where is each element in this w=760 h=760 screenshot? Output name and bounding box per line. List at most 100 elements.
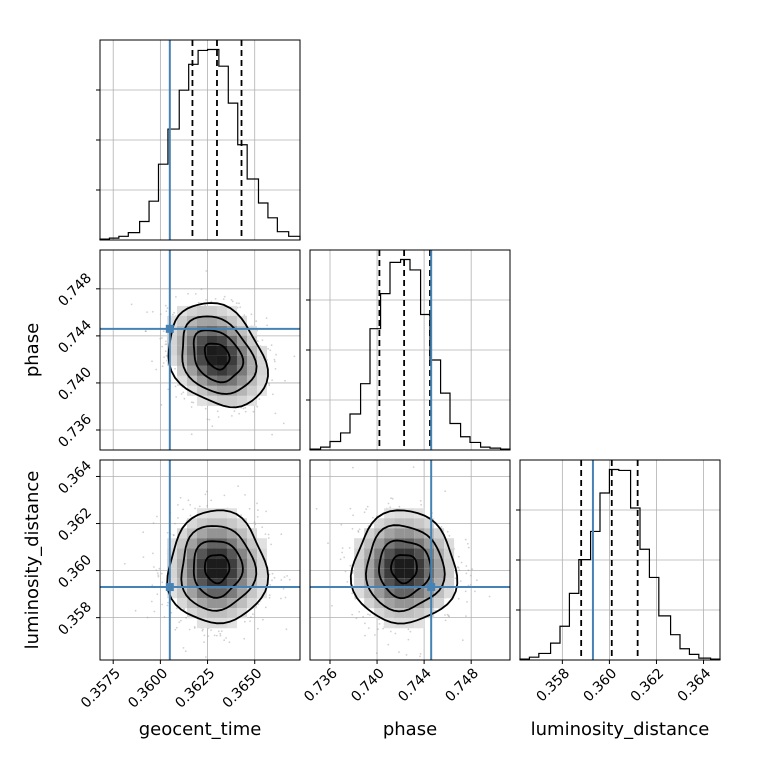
density-cell	[176, 325, 187, 336]
sample-point	[280, 597, 282, 600]
sample-point	[187, 499, 190, 502]
sample-point	[364, 634, 366, 637]
density-cell	[216, 395, 227, 406]
sample-point	[264, 533, 267, 535]
density-cell	[166, 588, 177, 599]
sample-point	[204, 304, 207, 307]
sample-point	[249, 620, 252, 622]
sample-point	[175, 626, 178, 629]
sample-point	[274, 412, 277, 415]
density-cell	[226, 558, 237, 569]
sample-point	[156, 515, 158, 518]
density-cell	[216, 558, 227, 569]
density-cell	[434, 578, 445, 589]
density-cell	[206, 608, 217, 619]
density-cell	[364, 538, 375, 549]
sample-point	[444, 619, 447, 622]
density-cell	[444, 578, 455, 589]
sample-point	[280, 533, 283, 536]
x-axis-label-0: geocent_time	[139, 719, 262, 740]
sample-point	[474, 590, 476, 593]
density-cell	[246, 335, 257, 346]
density-cell	[236, 608, 247, 619]
sample-point	[190, 401, 193, 404]
density-cell	[414, 618, 425, 629]
sample-point	[394, 632, 397, 635]
sample-point	[161, 603, 164, 606]
sample-point	[182, 647, 185, 649]
pair-2-1-contour-0	[390, 554, 418, 585]
sample-point	[185, 616, 188, 619]
density-cell	[246, 355, 257, 366]
sample-point	[194, 293, 197, 295]
sample-point	[262, 618, 264, 621]
density-cell	[196, 385, 207, 396]
y-axis-label-1: phase	[22, 323, 43, 377]
sample-point	[228, 641, 231, 644]
sample-point	[193, 627, 196, 629]
sample-point	[210, 300, 213, 303]
sample-point	[150, 600, 153, 603]
sample-point	[469, 584, 472, 586]
sample-point	[166, 604, 169, 607]
sample-point	[407, 628, 410, 631]
density-cell	[176, 305, 187, 316]
sample-point	[174, 522, 176, 525]
density-cell	[246, 538, 257, 549]
sample-point	[223, 639, 226, 642]
density-cell	[206, 355, 217, 366]
sample-point	[448, 534, 451, 537]
sample-point	[222, 298, 225, 300]
density-cell	[384, 608, 395, 619]
density-cell	[394, 518, 405, 529]
sample-point	[203, 641, 206, 643]
density-cell	[394, 578, 405, 589]
density-cell	[166, 315, 177, 326]
sample-point	[267, 533, 270, 536]
sample-point	[252, 410, 255, 413]
sample-point	[164, 350, 167, 353]
sample-point	[434, 609, 436, 612]
sample-point	[351, 613, 354, 616]
density-cell	[216, 608, 227, 619]
sample-point	[341, 551, 343, 554]
density-cell	[206, 588, 217, 599]
density-cell	[246, 385, 257, 396]
sample-point	[194, 507, 197, 510]
sample-point	[466, 601, 468, 603]
density-cell	[206, 365, 217, 376]
sample-point	[419, 655, 421, 658]
density-cell	[404, 568, 415, 579]
density-cell	[206, 578, 217, 589]
density-cell	[434, 588, 445, 599]
density-cell	[394, 508, 405, 519]
sample-point	[374, 634, 376, 636]
sample-point	[354, 597, 357, 600]
sample-point	[267, 537, 270, 539]
density-cell	[256, 365, 267, 376]
density-cell	[216, 345, 227, 356]
sample-point	[174, 385, 177, 388]
sample-point	[192, 401, 195, 404]
density-cell	[226, 385, 237, 396]
density-cell	[246, 578, 257, 589]
sample-point	[315, 507, 318, 510]
sample-point	[201, 629, 204, 632]
density-cell	[236, 365, 247, 376]
density-cell	[206, 538, 217, 549]
density-cell	[236, 375, 247, 386]
pair-1-0-truth-marker	[165, 324, 174, 333]
sample-point	[389, 506, 392, 509]
sample-point	[261, 526, 264, 529]
density-cell	[384, 558, 395, 569]
sample-point	[252, 613, 254, 616]
sample-point	[157, 575, 160, 578]
density-cell	[176, 558, 187, 569]
sample-point	[165, 310, 168, 313]
density-cell	[246, 345, 257, 356]
sample-point	[158, 567, 161, 570]
sample-point	[256, 516, 259, 518]
density-cell	[246, 588, 257, 599]
sample-point	[164, 343, 167, 346]
density-cell	[186, 305, 197, 316]
